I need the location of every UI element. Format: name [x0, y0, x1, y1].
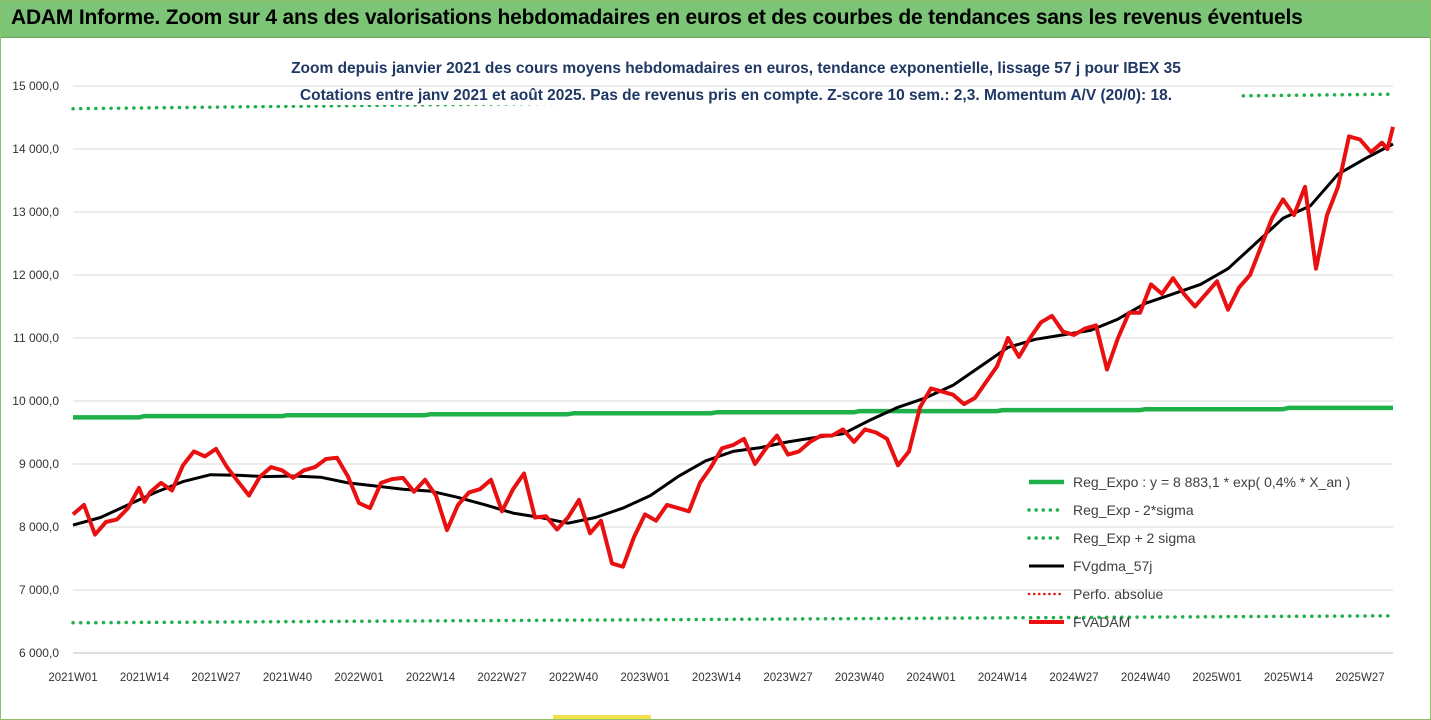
x-tick-label: 2022W14 — [406, 672, 456, 684]
y-tick-label: 10 000,0 — [12, 394, 59, 408]
y-tick-label: 13 000,0 — [12, 205, 59, 219]
x-tick-label: 2021W27 — [191, 672, 240, 684]
series-line-1 — [71, 614, 1395, 625]
x-tick-label: 2023W40 — [835, 672, 884, 684]
bottom-strip — [553, 715, 651, 719]
chart-title: Zoom depuis janvier 2021 des cours moyen… — [231, 60, 1241, 78]
x-tick-label: 2024W27 — [1049, 672, 1098, 684]
x-tick-label: 2021W40 — [263, 672, 312, 684]
x-tick-label: 2022W27 — [477, 672, 526, 684]
y-tick-label: 8 000,0 — [19, 520, 59, 534]
legend-label: Reg_Exp + 2 sigma — [1073, 530, 1196, 546]
report-title: ADAM Informe. Zoom sur 4 ans des valoris… — [11, 6, 1303, 29]
y-tick-label: 15 000,0 — [12, 79, 59, 93]
x-tick-label: 2022W40 — [549, 672, 598, 684]
x-tick-label: 2023W01 — [620, 672, 669, 684]
x-tick-label: 2025W14 — [1264, 672, 1314, 684]
x-tick-label: 2022W01 — [334, 672, 383, 684]
series-line-4 — [71, 126, 1395, 569]
x-tick-label: 2023W27 — [763, 672, 812, 684]
legend-label: Reg_Expo : y = 8 883,1 * exp( 0,4% * X_a… — [1073, 474, 1350, 490]
x-tick-label: 2024W01 — [906, 672, 955, 684]
y-tick-label: 14 000,0 — [12, 142, 59, 156]
x-tick-label: 2021W01 — [48, 672, 97, 684]
report-banner: ADAM Informe. Zoom sur 4 ans des valoris… — [1, 1, 1430, 38]
x-tick-label: 2023W14 — [692, 672, 742, 684]
x-tick-label: 2025W01 — [1192, 672, 1241, 684]
chart-subtitle: Cotations entre janv 2021 et août 2025. … — [231, 87, 1241, 105]
y-tick-label: 11 000,0 — [13, 331, 59, 345]
y-tick-label: 9 000,0 — [19, 457, 59, 471]
legend-label: Reg_Exp - 2*sigma — [1073, 502, 1194, 518]
x-tick-label: 2024W40 — [1121, 672, 1170, 684]
x-tick-label: 2021W14 — [120, 672, 170, 684]
legend-label: FVADAM — [1073, 614, 1130, 630]
y-tick-label: 12 000,0 — [12, 268, 59, 282]
legend-label: FVgdma_57j — [1073, 558, 1152, 574]
y-tick-label: 7 000,0 — [19, 583, 59, 597]
legend-label: Perfo. absolue — [1073, 586, 1163, 602]
x-tick-label: 2025W27 — [1335, 672, 1384, 684]
x-tick-label: 2024W14 — [978, 672, 1028, 684]
y-tick-label: 6 000,0 — [19, 646, 59, 660]
series-line-0 — [73, 405, 1393, 420]
